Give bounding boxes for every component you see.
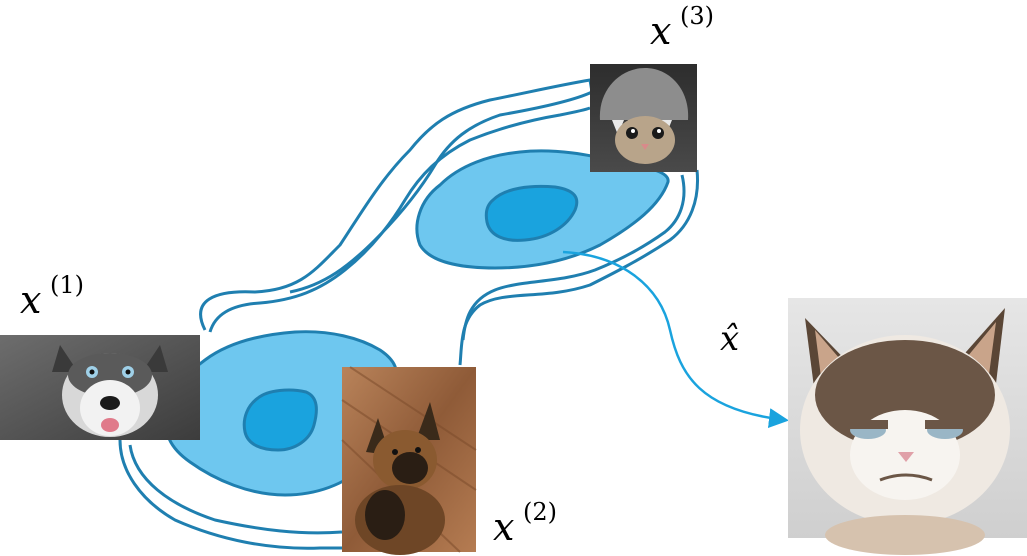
svg-text:x: x bbox=[493, 505, 514, 549]
label-x2: x (2) bbox=[493, 498, 557, 549]
outer-contour-bottom bbox=[118, 439, 342, 550]
label-x3: x (3) bbox=[650, 2, 714, 53]
svg-text:x: x bbox=[20, 278, 41, 322]
outer-contour bbox=[199, 78, 594, 331]
husky-dog-image bbox=[0, 335, 200, 440]
german-shepherd-image bbox=[341, 366, 477, 555]
inner-contour-lower-outline bbox=[128, 444, 343, 535]
inner-contour-upper-outline bbox=[208, 106, 591, 333]
upper-density-core bbox=[484, 184, 579, 242]
svg-text:x̂: x̂ bbox=[720, 319, 739, 359]
svg-text:x: x bbox=[650, 9, 671, 53]
label-xhat: x̂ bbox=[720, 319, 739, 359]
svg-text:(2): (2) bbox=[523, 498, 557, 526]
sample-arrow bbox=[562, 250, 789, 429]
label-x1: x (1) bbox=[20, 271, 84, 322]
svg-text:(3): (3) bbox=[680, 2, 714, 30]
svg-text:(1): (1) bbox=[50, 271, 84, 299]
cat-in-hat-image bbox=[590, 64, 697, 172]
inner-contour-right-outline bbox=[461, 174, 686, 341]
lower-density-core bbox=[242, 388, 318, 452]
grumpy-cat-image bbox=[788, 298, 1027, 555]
